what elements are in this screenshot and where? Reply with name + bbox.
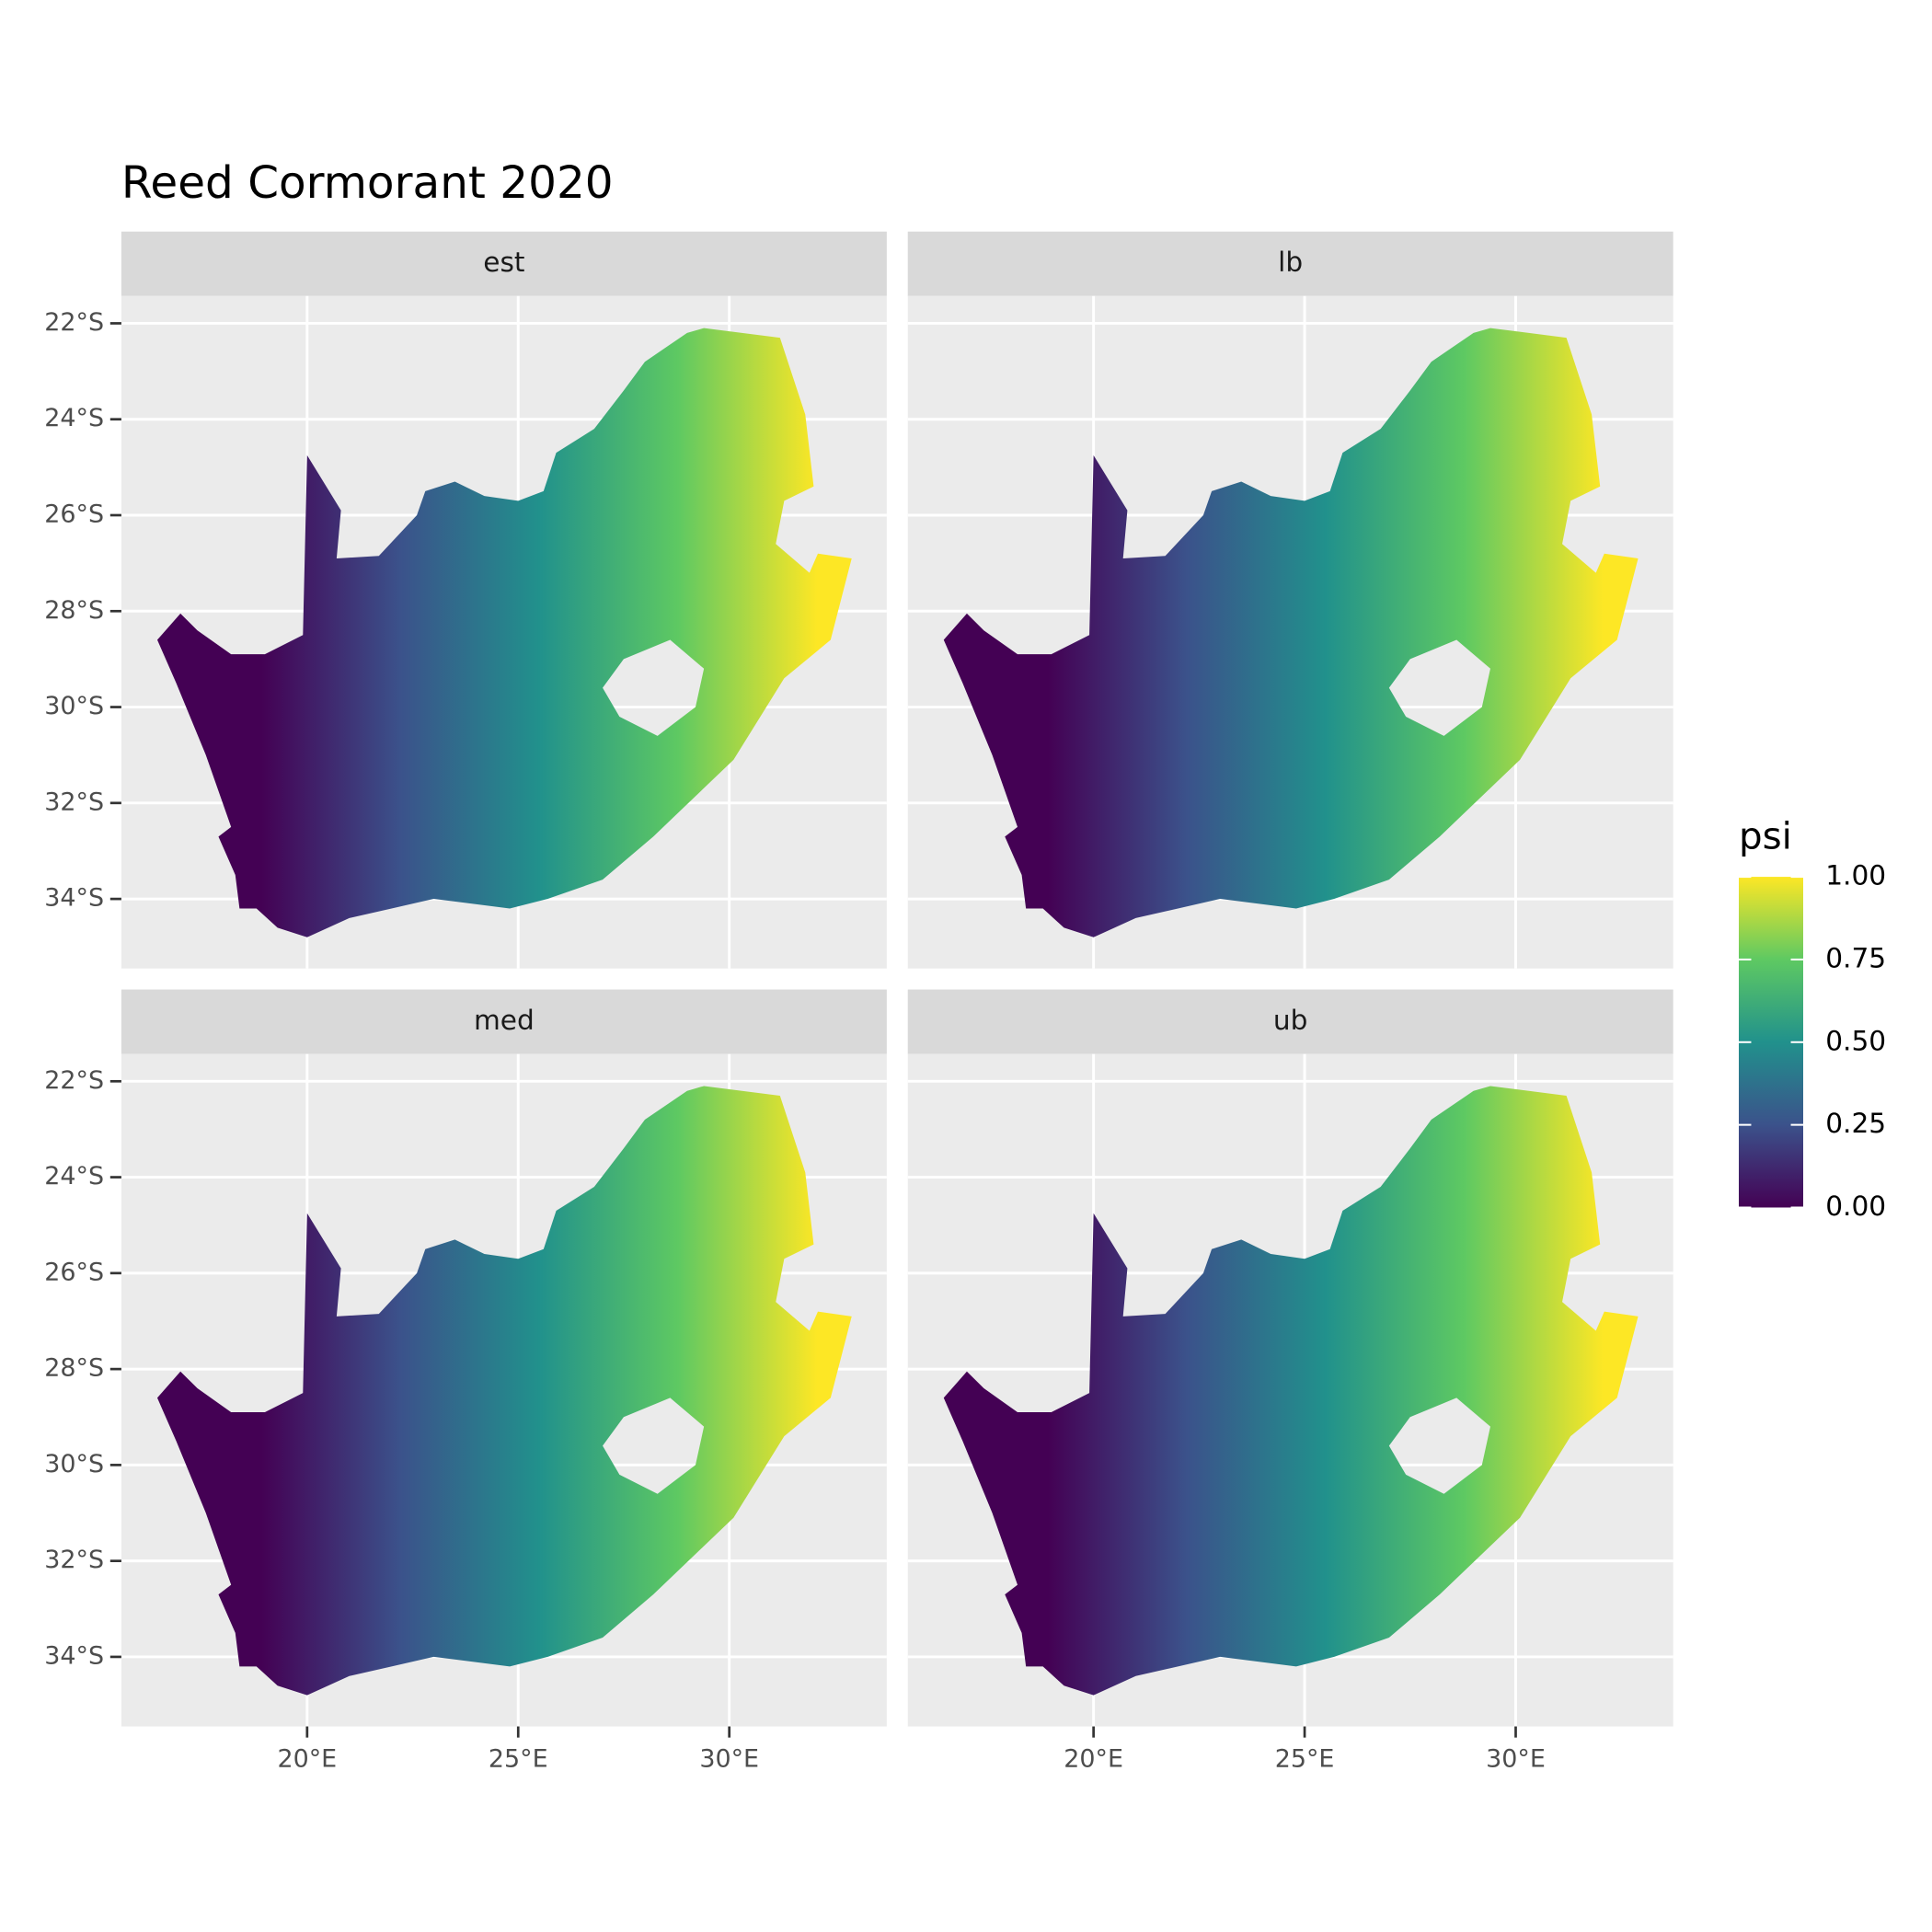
y-tick-label: 28°S	[44, 596, 104, 625]
x-tick-label: 30°E	[699, 1744, 759, 1773]
x-tick-label: 25°E	[1275, 1744, 1335, 1773]
y-tick-label: 32°S	[44, 1546, 104, 1574]
country-map	[943, 1086, 1639, 1696]
facet-label: med	[474, 1005, 535, 1036]
facet-label: est	[483, 247, 524, 278]
country-map	[943, 328, 1639, 937]
y-tick-label: 32°S	[44, 788, 104, 816]
x-tick-label: 25°E	[489, 1744, 548, 1773]
y-tick-label: 22°S	[44, 308, 104, 337]
x-tick-label: 30°E	[1486, 1744, 1546, 1773]
y-tick-label: 30°S	[44, 692, 104, 720]
y-tick-label: 24°S	[44, 404, 104, 432]
y-tick-label: 26°S	[44, 500, 104, 528]
y-tick-label: 30°S	[44, 1450, 104, 1478]
legend-tick-label: 0.25	[1825, 1108, 1886, 1139]
y-tick-label: 34°S	[44, 1641, 104, 1670]
facet-strip	[907, 989, 1673, 1054]
legend-tick-label: 0.75	[1825, 942, 1886, 973]
chart-title: Reed Cormorant 2020	[121, 157, 614, 209]
legend-title: psi	[1739, 814, 1792, 857]
country-map	[156, 1086, 852, 1696]
legend-tick-label: 1.00	[1825, 860, 1886, 891]
country-map	[156, 328, 852, 937]
y-tick-label: 26°S	[44, 1258, 104, 1286]
legend-tick-label: 0.50	[1825, 1025, 1886, 1056]
y-tick-label: 22°S	[44, 1066, 104, 1095]
facet-label: lb	[1278, 247, 1303, 278]
x-tick-label: 20°E	[277, 1744, 337, 1773]
legend-tick-label: 0.00	[1825, 1190, 1886, 1222]
facet-strip	[907, 231, 1673, 296]
facet-strip	[121, 989, 887, 1054]
facet-label: ub	[1273, 1005, 1308, 1036]
facet-strip	[121, 231, 887, 296]
y-tick-label: 34°S	[44, 884, 104, 913]
x-tick-label: 20°E	[1064, 1744, 1123, 1773]
y-tick-label: 24°S	[44, 1162, 104, 1190]
y-tick-label: 28°S	[44, 1354, 104, 1383]
